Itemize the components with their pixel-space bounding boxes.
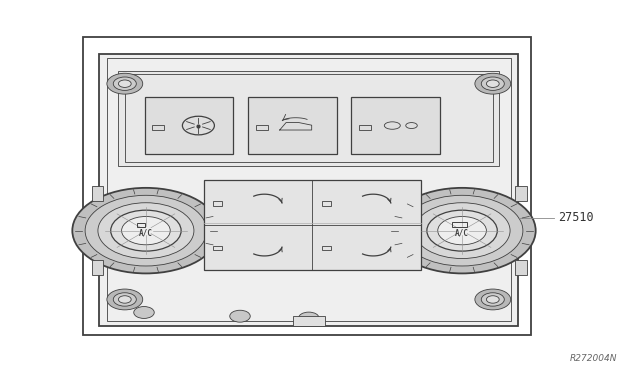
Bar	[137, 223, 145, 227]
Bar	[351, 97, 440, 154]
Bar	[125, 74, 493, 162]
Circle shape	[107, 73, 143, 94]
Circle shape	[113, 293, 136, 306]
Ellipse shape	[85, 195, 207, 266]
Bar	[213, 201, 222, 206]
Circle shape	[230, 310, 250, 322]
Bar	[92, 260, 103, 275]
Circle shape	[298, 312, 319, 324]
Bar	[515, 186, 527, 201]
Circle shape	[118, 296, 131, 303]
Text: A/C: A/C	[139, 228, 153, 237]
Bar	[145, 97, 233, 154]
Ellipse shape	[388, 188, 536, 273]
Ellipse shape	[414, 203, 510, 259]
Circle shape	[481, 293, 504, 306]
Circle shape	[113, 77, 136, 90]
Ellipse shape	[427, 210, 497, 251]
Bar	[248, 97, 337, 154]
Ellipse shape	[98, 203, 194, 259]
Bar	[152, 125, 164, 130]
Ellipse shape	[111, 210, 181, 251]
Bar	[359, 125, 371, 130]
Ellipse shape	[401, 195, 523, 266]
Bar	[107, 58, 511, 321]
Circle shape	[134, 307, 154, 318]
Text: A/C: A/C	[455, 228, 469, 237]
Bar	[322, 201, 331, 206]
Circle shape	[481, 77, 504, 90]
Bar	[322, 246, 331, 250]
Circle shape	[118, 80, 131, 87]
Bar	[213, 246, 222, 250]
Circle shape	[107, 289, 143, 310]
Bar	[256, 125, 268, 130]
Text: R272004N: R272004N	[570, 354, 618, 363]
Bar	[204, 180, 421, 270]
Bar	[83, 37, 531, 335]
Ellipse shape	[72, 188, 220, 273]
Bar	[293, 316, 325, 326]
Bar	[515, 260, 527, 275]
Circle shape	[486, 296, 499, 303]
Circle shape	[486, 80, 499, 87]
Ellipse shape	[438, 217, 486, 245]
Bar	[99, 54, 518, 326]
Bar	[452, 222, 467, 227]
Text: 27510: 27510	[558, 211, 594, 224]
Bar	[118, 71, 499, 166]
Ellipse shape	[122, 217, 170, 245]
Circle shape	[475, 73, 511, 94]
Circle shape	[475, 289, 511, 310]
Bar	[92, 186, 103, 201]
